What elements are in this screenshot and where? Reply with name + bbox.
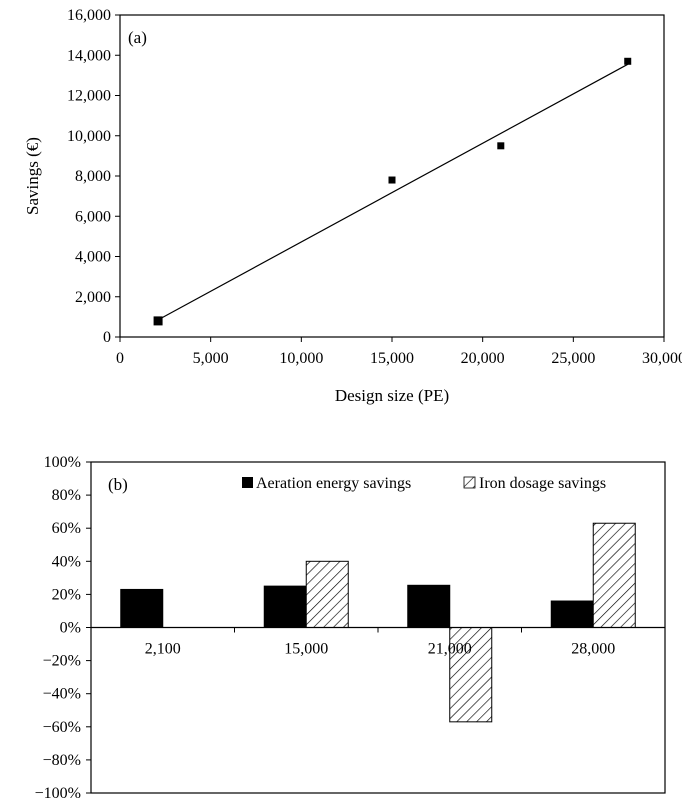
x-tick-label: 10,000 bbox=[279, 350, 323, 367]
x-tick-label: 20,000 bbox=[461, 350, 505, 367]
x-tick-label: 25,000 bbox=[551, 350, 595, 367]
x-axis-b: 2,100 15,000 21,000 28,000 bbox=[145, 627, 615, 658]
data-points bbox=[153, 57, 632, 326]
x-tick-label: 5,000 bbox=[193, 350, 229, 367]
x-tick-label: 30,000 bbox=[642, 350, 682, 367]
x-tick-label: 0 bbox=[116, 350, 124, 367]
legend: Aeration energy savings Iron dosage savi… bbox=[242, 475, 606, 492]
y-axis-title-a: Savings (€) bbox=[23, 137, 42, 215]
x-tick-label: 15,000 bbox=[370, 350, 414, 367]
y-tick-label: 0% bbox=[60, 620, 81, 637]
data-point bbox=[624, 57, 632, 65]
y-tick-label: −80% bbox=[43, 752, 81, 769]
legend-swatch-iron bbox=[463, 476, 476, 489]
bar-iron bbox=[305, 560, 349, 628]
bar-aeration bbox=[120, 588, 164, 628]
bar-chart-b: (b) 100% 80% 60% 40% 20% 0% −20% −40% −60% −80% −1… bbox=[35, 454, 666, 798]
y-tick-label: 60% bbox=[52, 520, 81, 537]
y-tick-label: 12,000 bbox=[67, 88, 111, 105]
y-tick-label: 6,000 bbox=[75, 208, 111, 225]
panel-label-b: (b) bbox=[108, 475, 128, 494]
bar-aeration bbox=[550, 600, 594, 629]
data-point bbox=[153, 316, 163, 326]
y-tick-label: 4,000 bbox=[75, 249, 111, 266]
bar-iron bbox=[449, 627, 493, 723]
trendline bbox=[157, 63, 629, 321]
x-category-label: 28,000 bbox=[571, 641, 615, 658]
y-tick-label: 14,000 bbox=[67, 47, 111, 64]
x-category-label: 15,000 bbox=[284, 641, 328, 658]
y-axis-a: 0 2,000 4,000 6,000 8,000 10,000 12,000 14,000 1… bbox=[67, 7, 120, 346]
bar-iron bbox=[592, 522, 636, 628]
bar-aeration bbox=[407, 584, 451, 628]
y-tick-label: 40% bbox=[52, 553, 81, 570]
panel-label-a: (a) bbox=[128, 28, 147, 47]
y-axis-b: 100% 80% 60% 40% 20% 0% −20% −40% −60% −80% −100% bbox=[35, 454, 91, 798]
legend-label-iron: Iron dosage savings bbox=[479, 475, 606, 492]
y-tick-label: −20% bbox=[43, 653, 81, 670]
legend-label-aeration: Aeration energy savings bbox=[256, 475, 411, 492]
y-tick-label: 2,000 bbox=[75, 289, 111, 306]
x-category-label: 2,100 bbox=[145, 641, 181, 658]
data-point bbox=[388, 176, 396, 184]
scatter-chart-a: (a) 0 2,000 4,000 6,000 8,000 10,000 12,000 14,… bbox=[23, 7, 682, 405]
x-axis-title-a: Design size (PE) bbox=[335, 386, 449, 405]
y-tick-label: 10,000 bbox=[67, 128, 111, 145]
plot-frame-a bbox=[119, 14, 665, 338]
y-tick-label: 100% bbox=[44, 454, 81, 471]
data-point bbox=[497, 142, 505, 150]
y-tick-label: 20% bbox=[52, 586, 81, 603]
x-category-label: 21,000 bbox=[428, 641, 472, 658]
y-tick-label: −100% bbox=[35, 785, 81, 798]
y-tick-label: 0 bbox=[103, 329, 111, 346]
y-tick-label: 8,000 bbox=[75, 168, 111, 185]
bar-aeration bbox=[263, 585, 307, 628]
x-axis-a: 0 5,000 10,000 15,000 20,000 25,000 30,000 bbox=[116, 337, 682, 367]
y-tick-label: 80% bbox=[52, 487, 81, 504]
y-tick-label: −40% bbox=[43, 686, 81, 703]
legend-swatch-aeration bbox=[242, 477, 253, 488]
y-tick-label: −60% bbox=[43, 719, 81, 736]
y-tick-label: 16,000 bbox=[67, 7, 111, 24]
bars bbox=[120, 522, 636, 723]
